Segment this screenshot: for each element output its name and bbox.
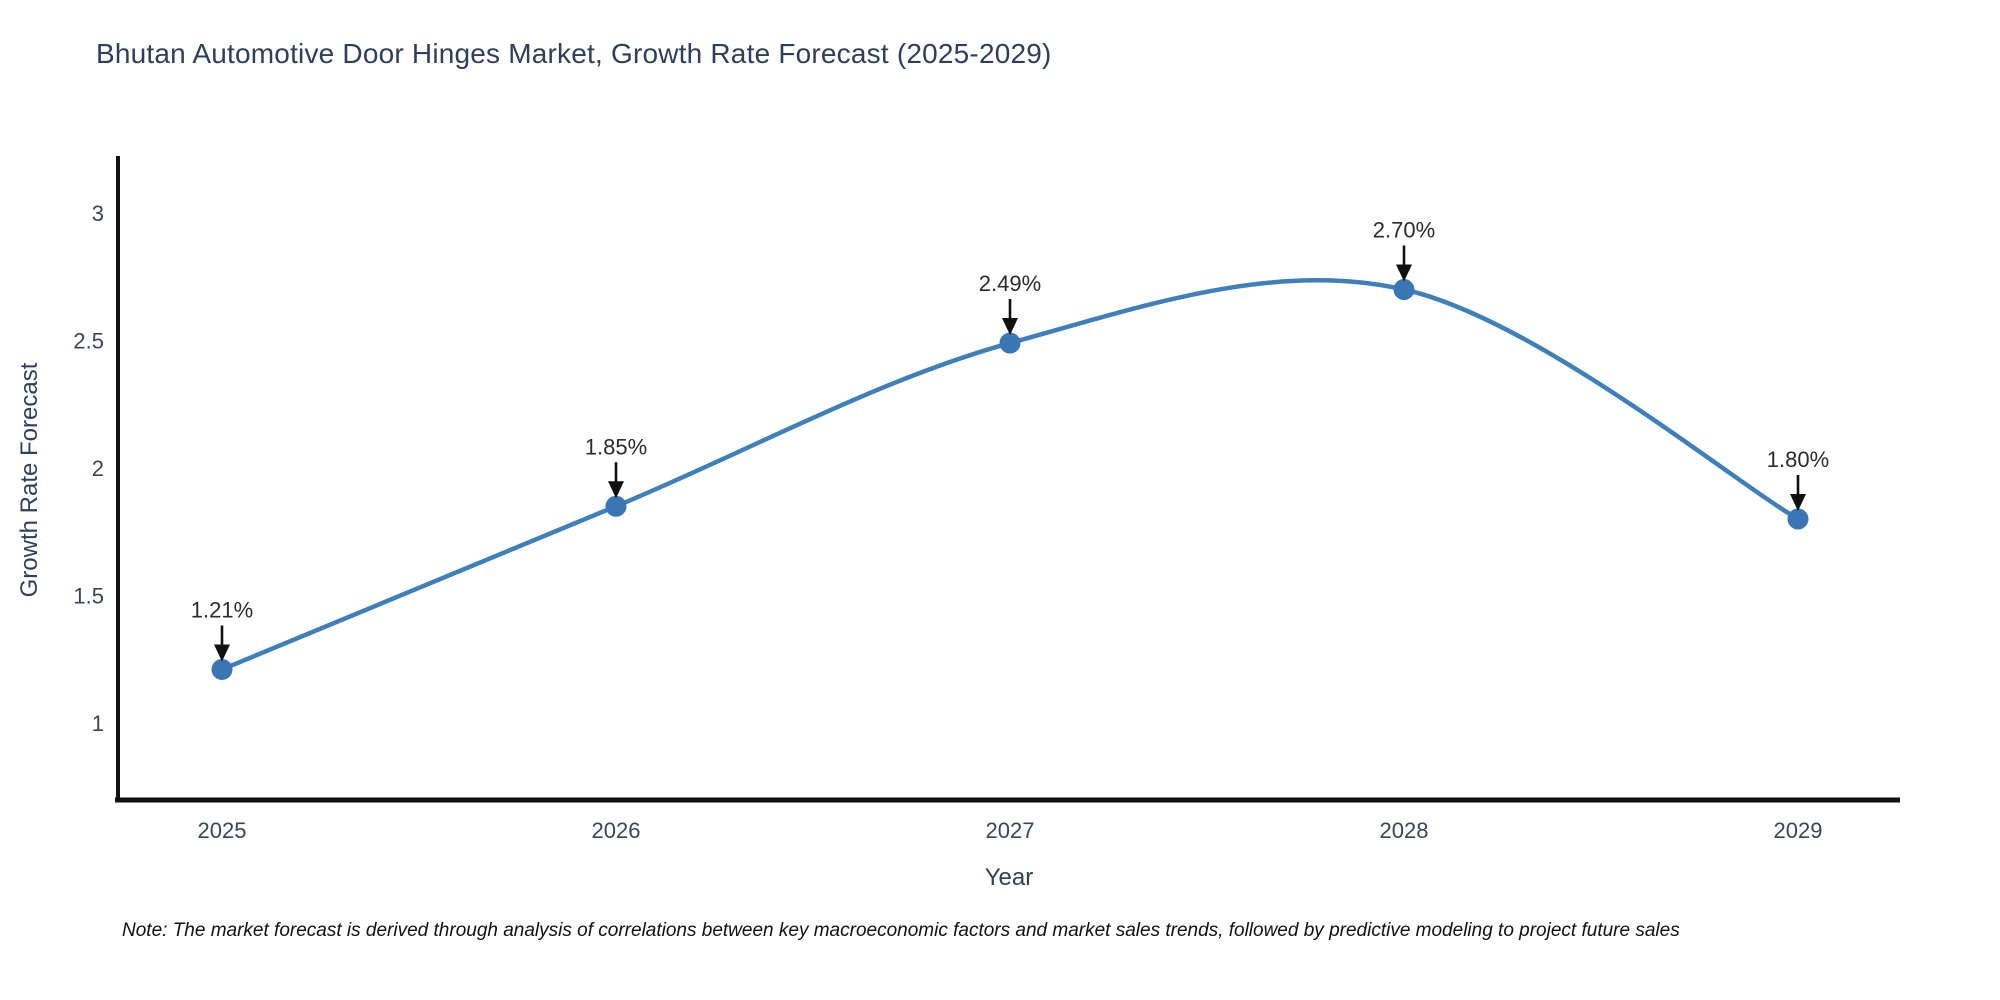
x-tick-label: 2025	[198, 818, 247, 843]
footnote-text: Note: The market forecast is derived thr…	[122, 920, 1680, 941]
data-point-label: 1.21%	[191, 597, 253, 622]
y-tick-label: 2	[92, 456, 104, 481]
annotation-arrow-head	[1790, 494, 1806, 511]
x-tick-label: 2028	[1380, 818, 1429, 843]
data-point-label: 1.80%	[1767, 447, 1829, 472]
y-tick-label: 1.5	[73, 584, 104, 609]
y-tick-label: 3	[92, 201, 104, 226]
data-point-marker	[211, 658, 233, 680]
data-point-label: 2.49%	[979, 271, 1041, 296]
x-tick-label: 2026	[592, 818, 641, 843]
data-point-marker	[999, 332, 1021, 354]
data-point-label: 1.85%	[585, 434, 647, 459]
y-axis-title: Growth Rate Forecast	[16, 362, 43, 598]
data-point-marker	[1787, 508, 1809, 530]
x-tick-label: 2027	[986, 818, 1035, 843]
annotation-arrow-head	[1002, 318, 1018, 336]
annotation-arrow-head	[608, 481, 624, 499]
annotation-arrow-head	[1396, 264, 1412, 282]
chart-title: Bhutan Automotive Door Hinges Market, Gr…	[96, 38, 1052, 69]
data-point-marker	[605, 495, 627, 517]
data-point-marker	[1393, 279, 1415, 300]
data-point-label: 2.70%	[1373, 218, 1435, 243]
annotation-arrow-head	[214, 644, 230, 662]
y-tick-label: 1	[92, 711, 104, 736]
y-tick-label: 2.5	[73, 329, 104, 354]
x-axis-title: Year	[984, 864, 1034, 891]
x-tick-label: 2029	[1774, 818, 1823, 843]
